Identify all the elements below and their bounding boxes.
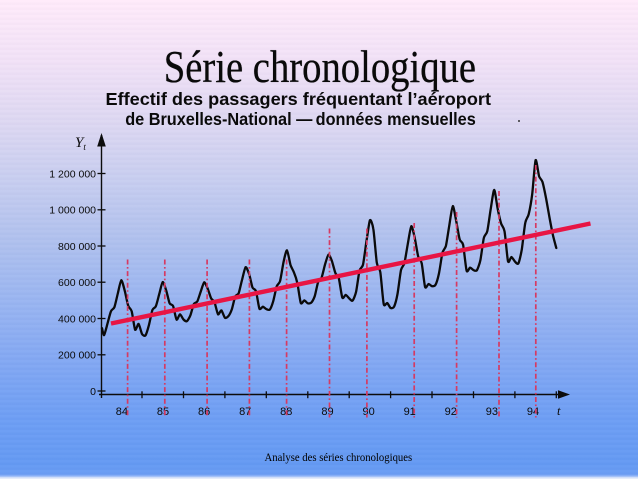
svg-text:90: 90 <box>362 406 374 418</box>
svg-text:87: 87 <box>239 406 251 418</box>
svg-text:t: t <box>557 404 561 418</box>
svg-text:89: 89 <box>321 406 333 418</box>
svg-text:92: 92 <box>445 406 457 418</box>
svg-text:400 000: 400 000 <box>58 313 96 325</box>
svg-text:0: 0 <box>90 386 96 398</box>
svg-text:86: 86 <box>198 406 210 418</box>
svg-text:94: 94 <box>527 406 539 418</box>
svg-text:1 200 000: 1 200 000 <box>49 168 96 180</box>
svg-text:600 000: 600 000 <box>58 277 96 289</box>
svg-text:91: 91 <box>404 406 416 418</box>
svg-text:84: 84 <box>116 406 128 418</box>
svg-text:800 000: 800 000 <box>58 241 96 253</box>
svg-text:85: 85 <box>157 406 169 418</box>
svg-text:93: 93 <box>486 406 498 418</box>
svg-text:Yt: Yt <box>75 135 86 152</box>
svg-text:200 000: 200 000 <box>58 350 96 362</box>
svg-text:1 000 000: 1 000 000 <box>49 205 96 217</box>
